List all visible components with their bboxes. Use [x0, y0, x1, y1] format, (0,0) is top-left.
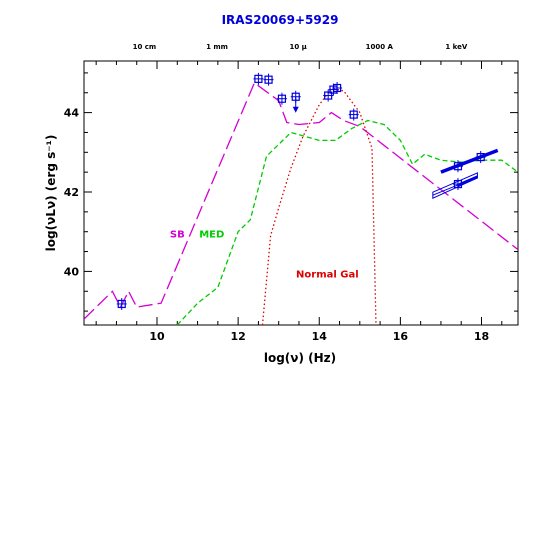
- data-points: [116, 72, 486, 310]
- data-point: [253, 72, 264, 85]
- top-axis-label: 1 keV: [445, 43, 468, 51]
- data-point: [452, 160, 463, 173]
- data-point: [452, 178, 463, 191]
- axis-ticks: [84, 61, 518, 325]
- top-axis-label: 1000 A: [366, 43, 394, 51]
- top-axis-label: 10 cm: [133, 43, 157, 51]
- curve-normal-gal: [261, 88, 377, 325]
- xray-spectrum: [440, 148, 499, 174]
- y-tick-label: 40: [64, 265, 80, 278]
- y-axis-label: log(νLν) (erg s⁻¹): [44, 135, 58, 252]
- x-tick-label: 12: [230, 330, 245, 343]
- x-tick-label: 18: [474, 330, 489, 343]
- data-point: [332, 81, 343, 94]
- data-point: [276, 92, 287, 105]
- annotation-med: MED: [199, 230, 224, 241]
- x-axis-label: log(ν) (Hz): [264, 351, 336, 365]
- curve-annotations: SB MED Normal Gal: [170, 230, 359, 281]
- plot-frame: [83, 60, 519, 326]
- annotation-sb: SB: [170, 230, 185, 241]
- xray-spectra: [432, 148, 499, 199]
- upper-limit-arrowhead: [292, 106, 299, 113]
- x-tick-label: 16: [393, 330, 409, 343]
- y-tick-labels: 40 42 44: [64, 107, 80, 279]
- top-axis-label: 1 mm: [206, 43, 228, 51]
- x-tick-labels: 10 12 14 16 18: [149, 330, 489, 343]
- x-tick-label: 10: [149, 330, 165, 343]
- x-tick-label: 14: [312, 330, 328, 343]
- data-point: [263, 73, 274, 86]
- curve-sb: [84, 81, 518, 320]
- data-point: [348, 108, 359, 121]
- top-axis-label: 10 μ: [289, 43, 306, 51]
- annotation-normal-gal: Normal Gal: [296, 269, 359, 280]
- chart-title: IRAS20069+5929: [222, 13, 339, 27]
- y-tick-label: 42: [64, 186, 79, 199]
- curve-med: [176, 119, 518, 325]
- data-point: [475, 151, 486, 164]
- data-point: [116, 297, 127, 310]
- model-curves: [84, 81, 518, 325]
- top-axis-labels: 10 cm 1 mm 10 μ 1000 A 1 keV: [133, 43, 468, 51]
- y-tick-label: 44: [64, 107, 80, 120]
- data-point: [323, 89, 334, 102]
